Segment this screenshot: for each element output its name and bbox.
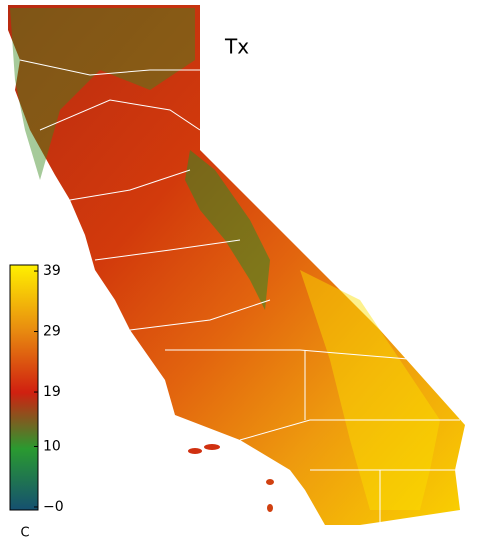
tick-label: 10 [43,438,61,454]
island [188,448,202,454]
county-lines [19,59,460,525]
island [267,504,273,512]
tick-label: 39 [43,263,61,279]
colorbar [9,264,39,511]
county-line [129,299,271,331]
island [204,444,220,450]
map-title: Tx [224,35,249,59]
state-shape [8,5,465,525]
desert-hot [300,270,440,510]
island [266,479,274,485]
county-line [239,419,460,441]
tick-label: 29 [43,324,61,340]
county-line [19,59,200,76]
colorbar-unit: C [20,526,29,541]
county-line [165,349,421,361]
county-line [69,169,191,201]
california [8,5,465,525]
county-line [94,239,241,261]
northern-forest [10,8,195,180]
county-line [39,99,201,131]
sierra-nevada [185,150,270,310]
tick-label: 19 [43,384,61,400]
tick-label: −0 [43,499,64,515]
